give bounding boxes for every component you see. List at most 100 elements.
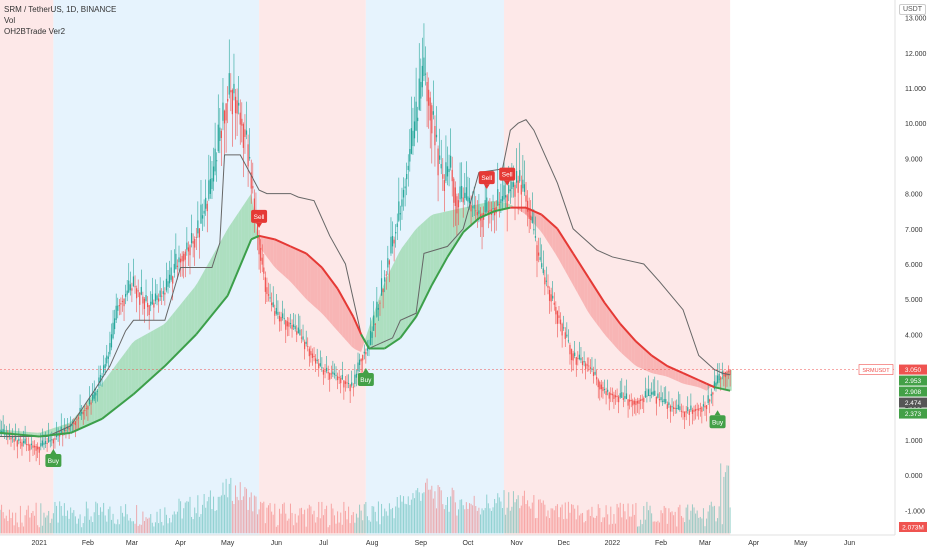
volume-indicator-label[interactable]: Vol: [4, 16, 16, 25]
ribbon-segment: [665, 364, 669, 378]
ribbon-segment: [348, 308, 352, 347]
volume-bar: [164, 507, 166, 534]
ribbon-segment: [379, 286, 384, 349]
candle-body: [238, 102, 240, 106]
candle-body: [646, 395, 648, 397]
candle-body: [272, 302, 274, 307]
ribbon-segment: [336, 286, 340, 333]
symbol-title[interactable]: SRM / TetherUS, 1D, BINANCE: [4, 5, 117, 14]
ma-segment: [478, 210, 496, 220]
ribbon-segment: [301, 251, 305, 298]
ribbon-segment: [624, 329, 629, 360]
candle-body: [710, 393, 712, 396]
candle-body: [134, 286, 136, 288]
volume-bar: [293, 525, 295, 534]
ribbon-segment: [166, 318, 170, 365]
volume-bar: [454, 502, 456, 534]
volume-bar: [297, 515, 299, 534]
ribbon-segment: [540, 214, 544, 235]
candle-body: [468, 197, 471, 204]
candle-body: [324, 370, 326, 372]
ribbon-segment: [637, 342, 641, 369]
candle-body: [288, 322, 290, 327]
volume-bar: [633, 514, 635, 534]
candle-body: [407, 165, 409, 171]
volume-bar: [381, 503, 383, 534]
volume-bar: [459, 499, 461, 534]
ribbon-segment: [160, 324, 164, 371]
volume-bar: [357, 517, 359, 534]
volume-bar: [522, 495, 524, 534]
candle-body: [99, 375, 102, 382]
candle-body: [304, 341, 306, 350]
ribbon-segment: [634, 339, 638, 367]
candle-body: [596, 377, 598, 380]
volume-bar: [275, 526, 277, 534]
volume-bar: [701, 518, 703, 534]
ribbon-segment: [179, 302, 183, 352]
candle-body: [567, 340, 570, 342]
volume-bar: [327, 527, 329, 534]
signal-arrow: [50, 448, 57, 454]
volume-bar: [370, 521, 372, 534]
volume-bar: [630, 516, 632, 534]
candle-body: [294, 326, 296, 330]
volume-bar: [161, 521, 163, 534]
candle-body: [632, 400, 634, 406]
x-tick-label: Jun: [844, 540, 855, 547]
candle-body: [43, 442, 45, 445]
volume-bar: [577, 505, 579, 534]
volume-bar: [48, 510, 50, 534]
volume-bar: [643, 506, 645, 534]
volume-bar: [117, 519, 119, 534]
candle-body: [556, 311, 559, 324]
candle-body: [487, 210, 489, 214]
candle-body: [676, 408, 678, 410]
volume-bar: [443, 509, 445, 534]
candle-body: [136, 288, 138, 299]
candle-body: [227, 98, 229, 102]
ribbon-segment: [521, 207, 525, 214]
ribbon-segment: [584, 270, 588, 311]
price-tag-bg: [899, 522, 927, 532]
volume-bar: [197, 495, 199, 534]
candle-body: [450, 155, 452, 168]
volume-bar: [247, 509, 249, 534]
strategy-indicator-label[interactable]: OH2BTrade Ver2: [4, 27, 66, 36]
candle-body: [211, 178, 213, 190]
volume-bar: [289, 503, 291, 534]
volume-bar: [191, 516, 193, 534]
volume-bar: [150, 514, 152, 534]
candle-body: [707, 395, 709, 404]
volume-bar: [74, 516, 76, 534]
volume-bar: [200, 514, 202, 534]
ribbon-segment: [157, 326, 161, 374]
ribbon-segment: [238, 207, 242, 270]
ribbon-segment: [210, 254, 214, 317]
volume-bar: [371, 506, 373, 534]
volume-bar: [140, 524, 142, 534]
volume-bar: [468, 503, 470, 534]
ribbon-segment: [615, 317, 619, 351]
ribbon-segment: [292, 247, 296, 287]
volume-bar: [556, 504, 558, 534]
currency-button[interactable]: USDT: [898, 4, 926, 15]
volume-bar: [106, 521, 108, 534]
candle-body: [464, 192, 466, 198]
volume-bar: [495, 503, 497, 534]
signal-badge: [709, 415, 726, 429]
ribbon-segment: [282, 242, 286, 278]
candle-body: [424, 73, 427, 75]
candle-body: [153, 302, 155, 308]
candle-body: [528, 208, 530, 219]
candle-body: [376, 301, 378, 317]
candle-body: [550, 294, 552, 302]
signal-arrow: [714, 410, 721, 416]
volume-bar: [571, 504, 573, 534]
volume-bar: [255, 496, 257, 534]
ribbon-segment: [345, 302, 349, 344]
volume-bar: [131, 521, 133, 534]
volume-bar: [366, 516, 368, 534]
candle-body: [321, 367, 323, 369]
